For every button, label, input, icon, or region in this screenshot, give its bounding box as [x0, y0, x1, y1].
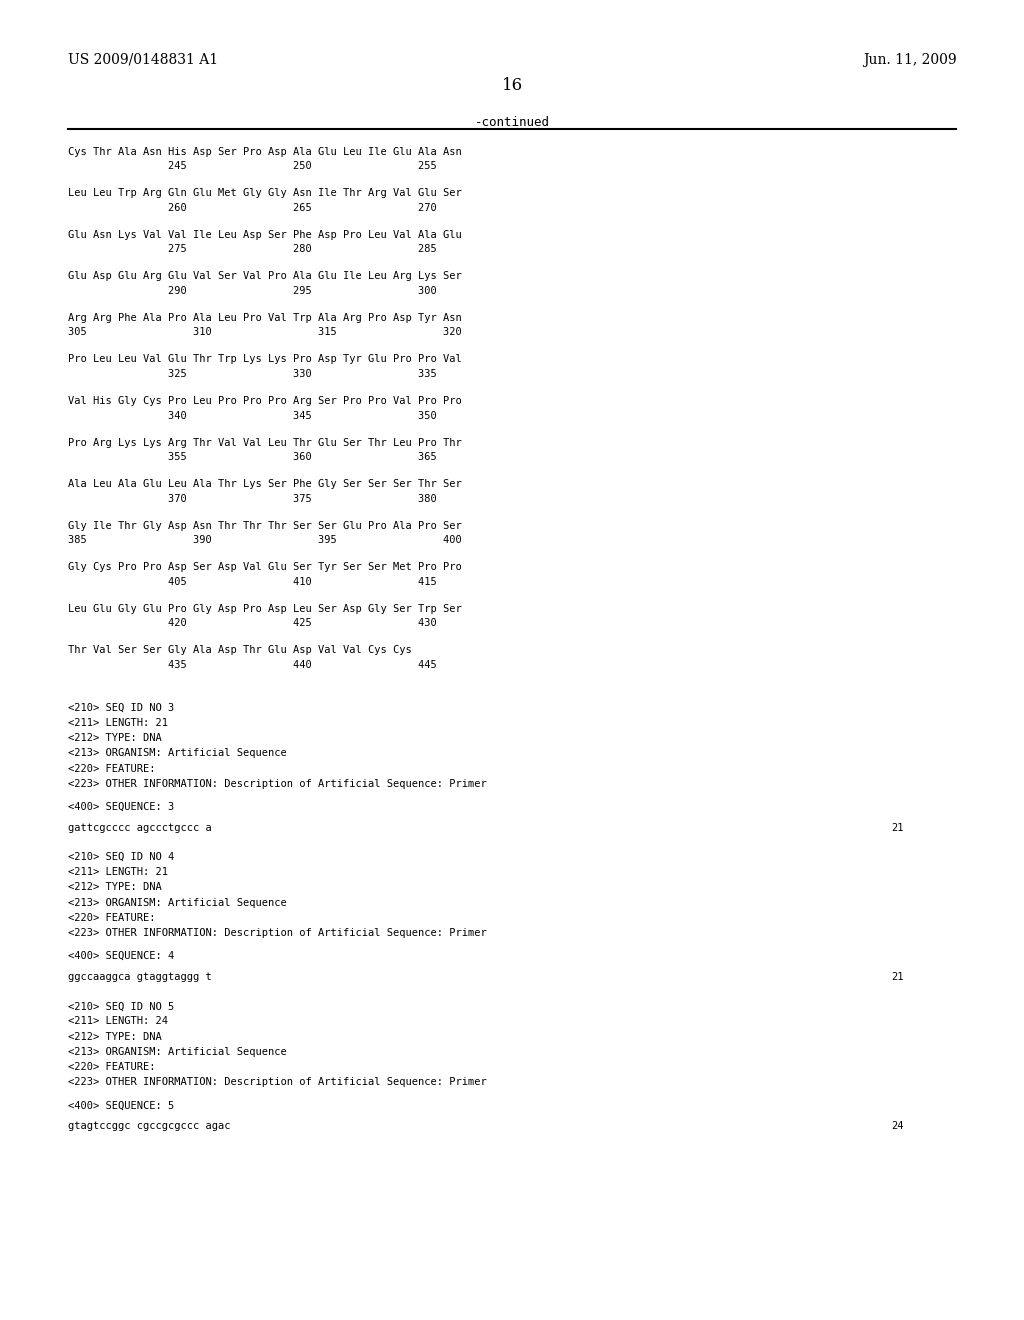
Text: 24: 24	[891, 1121, 903, 1131]
Text: <212> TYPE: DNA: <212> TYPE: DNA	[68, 1031, 162, 1041]
Text: <210> SEQ ID NO 4: <210> SEQ ID NO 4	[68, 851, 174, 862]
Text: Leu Leu Trp Arg Gln Glu Met Gly Gly Asn Ile Thr Arg Val Glu Ser: Leu Leu Trp Arg Gln Glu Met Gly Gly Asn …	[68, 187, 462, 198]
Text: 21: 21	[891, 972, 903, 982]
Text: -continued: -continued	[474, 116, 550, 129]
Text: Val His Gly Cys Pro Leu Pro Pro Pro Arg Ser Pro Pro Val Pro Pro: Val His Gly Cys Pro Leu Pro Pro Pro Arg …	[68, 396, 462, 407]
Text: 21: 21	[891, 822, 903, 833]
Text: <211> LENGTH: 21: <211> LENGTH: 21	[68, 867, 168, 878]
Text: Cys Thr Ala Asn His Asp Ser Pro Asp Ala Glu Leu Ile Glu Ala Asn: Cys Thr Ala Asn His Asp Ser Pro Asp Ala …	[68, 147, 462, 157]
Text: Pro Leu Leu Val Glu Thr Trp Lys Lys Pro Asp Tyr Glu Pro Pro Val: Pro Leu Leu Val Glu Thr Trp Lys Lys Pro …	[68, 354, 462, 364]
Text: 405                 410                 415: 405 410 415	[68, 577, 436, 587]
Text: 340                 345                 350: 340 345 350	[68, 411, 436, 421]
Text: Glu Asp Glu Arg Glu Val Ser Val Pro Ala Glu Ile Leu Arg Lys Ser: Glu Asp Glu Arg Glu Val Ser Val Pro Ala …	[68, 271, 462, 281]
Text: 245                 250                 255: 245 250 255	[68, 161, 436, 172]
Text: 305                 310                 315                 320: 305 310 315 320	[68, 327, 462, 338]
Text: <212> TYPE: DNA: <212> TYPE: DNA	[68, 733, 162, 743]
Text: <213> ORGANISM: Artificial Sequence: <213> ORGANISM: Artificial Sequence	[68, 748, 287, 759]
Text: <400> SEQUENCE: 3: <400> SEQUENCE: 3	[68, 801, 174, 812]
Text: Gly Cys Pro Pro Asp Ser Asp Val Glu Ser Tyr Ser Ser Met Pro Pro: Gly Cys Pro Pro Asp Ser Asp Val Glu Ser …	[68, 562, 462, 573]
Text: 370                 375                 380: 370 375 380	[68, 494, 436, 504]
Text: <223> OTHER INFORMATION: Description of Artificial Sequence: Primer: <223> OTHER INFORMATION: Description of …	[68, 779, 486, 789]
Text: <220> FEATURE:: <220> FEATURE:	[68, 1061, 155, 1072]
Text: Ala Leu Ala Glu Leu Ala Thr Lys Ser Phe Gly Ser Ser Ser Thr Ser: Ala Leu Ala Glu Leu Ala Thr Lys Ser Phe …	[68, 479, 462, 490]
Text: <213> ORGANISM: Artificial Sequence: <213> ORGANISM: Artificial Sequence	[68, 1047, 287, 1057]
Text: <212> TYPE: DNA: <212> TYPE: DNA	[68, 882, 162, 892]
Text: Glu Asn Lys Val Val Ile Leu Asp Ser Phe Asp Pro Leu Val Ala Glu: Glu Asn Lys Val Val Ile Leu Asp Ser Phe …	[68, 230, 462, 240]
Text: US 2009/0148831 A1: US 2009/0148831 A1	[68, 53, 218, 67]
Text: gtagtccggc cgccgcgccc agac: gtagtccggc cgccgcgccc agac	[68, 1121, 230, 1131]
Text: 420                 425                 430: 420 425 430	[68, 618, 436, 628]
Text: 385                 390                 395                 400: 385 390 395 400	[68, 535, 462, 545]
Text: <400> SEQUENCE: 5: <400> SEQUENCE: 5	[68, 1100, 174, 1110]
Text: 16: 16	[502, 77, 522, 94]
Text: <220> FEATURE:: <220> FEATURE:	[68, 912, 155, 923]
Text: ggccaaggca gtaggtaggg t: ggccaaggca gtaggtaggg t	[68, 972, 211, 982]
Text: 355                 360                 365: 355 360 365	[68, 451, 436, 462]
Text: Gly Ile Thr Gly Asp Asn Thr Thr Thr Ser Ser Glu Pro Ala Pro Ser: Gly Ile Thr Gly Asp Asn Thr Thr Thr Ser …	[68, 520, 462, 531]
Text: Pro Arg Lys Lys Arg Thr Val Val Leu Thr Glu Ser Thr Leu Pro Thr: Pro Arg Lys Lys Arg Thr Val Val Leu Thr …	[68, 437, 462, 447]
Text: Leu Glu Gly Glu Pro Gly Asp Pro Asp Leu Ser Asp Gly Ser Trp Ser: Leu Glu Gly Glu Pro Gly Asp Pro Asp Leu …	[68, 603, 462, 614]
Text: <211> LENGTH: 24: <211> LENGTH: 24	[68, 1016, 168, 1027]
Text: 290                 295                 300: 290 295 300	[68, 286, 436, 296]
Text: <210> SEQ ID NO 5: <210> SEQ ID NO 5	[68, 1001, 174, 1011]
Text: <220> FEATURE:: <220> FEATURE:	[68, 763, 155, 774]
Text: 260                 265                 270: 260 265 270	[68, 202, 436, 213]
Text: Jun. 11, 2009: Jun. 11, 2009	[863, 53, 956, 67]
Text: <400> SEQUENCE: 4: <400> SEQUENCE: 4	[68, 950, 174, 961]
Text: Arg Arg Phe Ala Pro Ala Leu Pro Val Trp Ala Arg Pro Asp Tyr Asn: Arg Arg Phe Ala Pro Ala Leu Pro Val Trp …	[68, 313, 462, 323]
Text: Thr Val Ser Ser Gly Ala Asp Thr Glu Asp Val Val Cys Cys: Thr Val Ser Ser Gly Ala Asp Thr Glu Asp …	[68, 645, 412, 656]
Text: <223> OTHER INFORMATION: Description of Artificial Sequence: Primer: <223> OTHER INFORMATION: Description of …	[68, 1077, 486, 1088]
Text: 325                 330                 335: 325 330 335	[68, 368, 436, 379]
Text: <223> OTHER INFORMATION: Description of Artificial Sequence: Primer: <223> OTHER INFORMATION: Description of …	[68, 928, 486, 939]
Text: 435                 440                 445: 435 440 445	[68, 660, 436, 671]
Text: <210> SEQ ID NO 3: <210> SEQ ID NO 3	[68, 702, 174, 713]
Text: <211> LENGTH: 21: <211> LENGTH: 21	[68, 718, 168, 729]
Text: <213> ORGANISM: Artificial Sequence: <213> ORGANISM: Artificial Sequence	[68, 898, 287, 908]
Text: gattcgcccc agccctgccc a: gattcgcccc agccctgccc a	[68, 822, 211, 833]
Text: 275                 280                 285: 275 280 285	[68, 244, 436, 255]
